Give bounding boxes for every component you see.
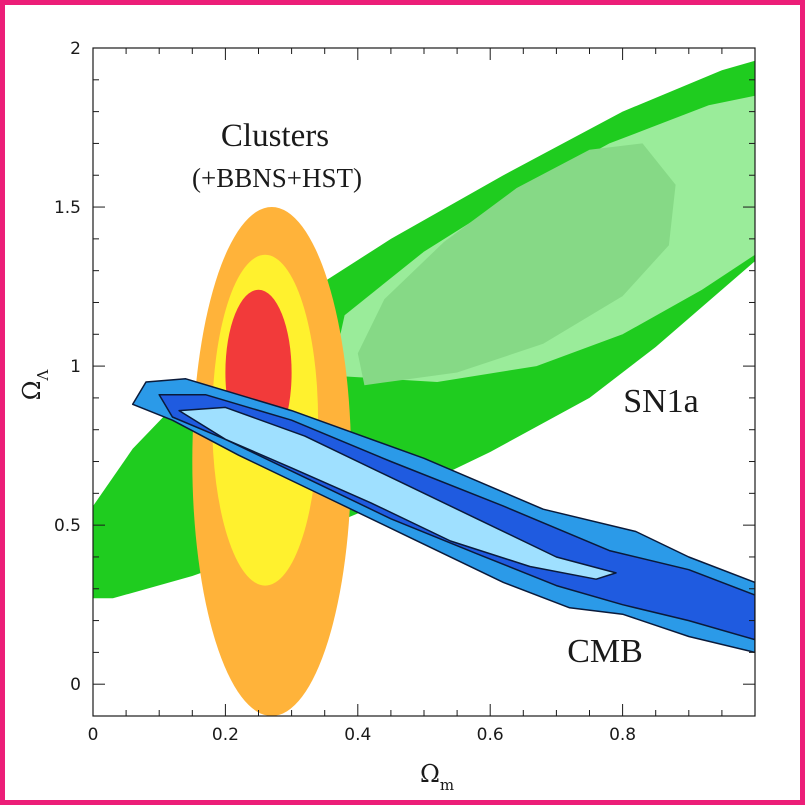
y-tick-label: 2 [70,39,81,59]
x-axis-label: Ωm [420,760,454,794]
axis-ticks: 0 0.2 0.4 0.6 0.8 0 0.5 1 1.5 2 [54,39,756,745]
x-tick-label: 0.6 [477,725,504,745]
x-tick-label: 0.2 [212,725,239,745]
y-tick-label: 1 [70,357,81,377]
y-tick-label: 1.5 [54,198,81,218]
y-tick-label: 0 [70,675,81,695]
sn1a-contour-level-3 [357,143,676,386]
x-axis-subscript: m [440,776,454,794]
cmb-contour-level-3 [178,406,617,580]
x-axis-symbol: Ω [420,760,440,788]
confidence-regions [93,60,755,716]
y-axis-symbol: Ω [18,380,46,400]
y-axis-subscript: Λ [34,369,52,381]
cmb-label: CMB [567,633,643,670]
y-axis-label: ΩΛ [18,369,52,400]
x-tick-label: 0 [88,725,99,745]
x-tick-label: 0.8 [609,725,636,745]
clusters-sublabel: (+BBNS+HST) [192,163,362,193]
svg-text:ΩΛ: ΩΛ [18,369,52,400]
sn1a-label: SN1a [623,383,699,420]
y-tick-label: 0.5 [54,516,81,536]
cmb-contours [131,378,755,654]
clusters-label: Clusters [221,118,329,154]
x-tick-label: 0.4 [344,725,371,745]
